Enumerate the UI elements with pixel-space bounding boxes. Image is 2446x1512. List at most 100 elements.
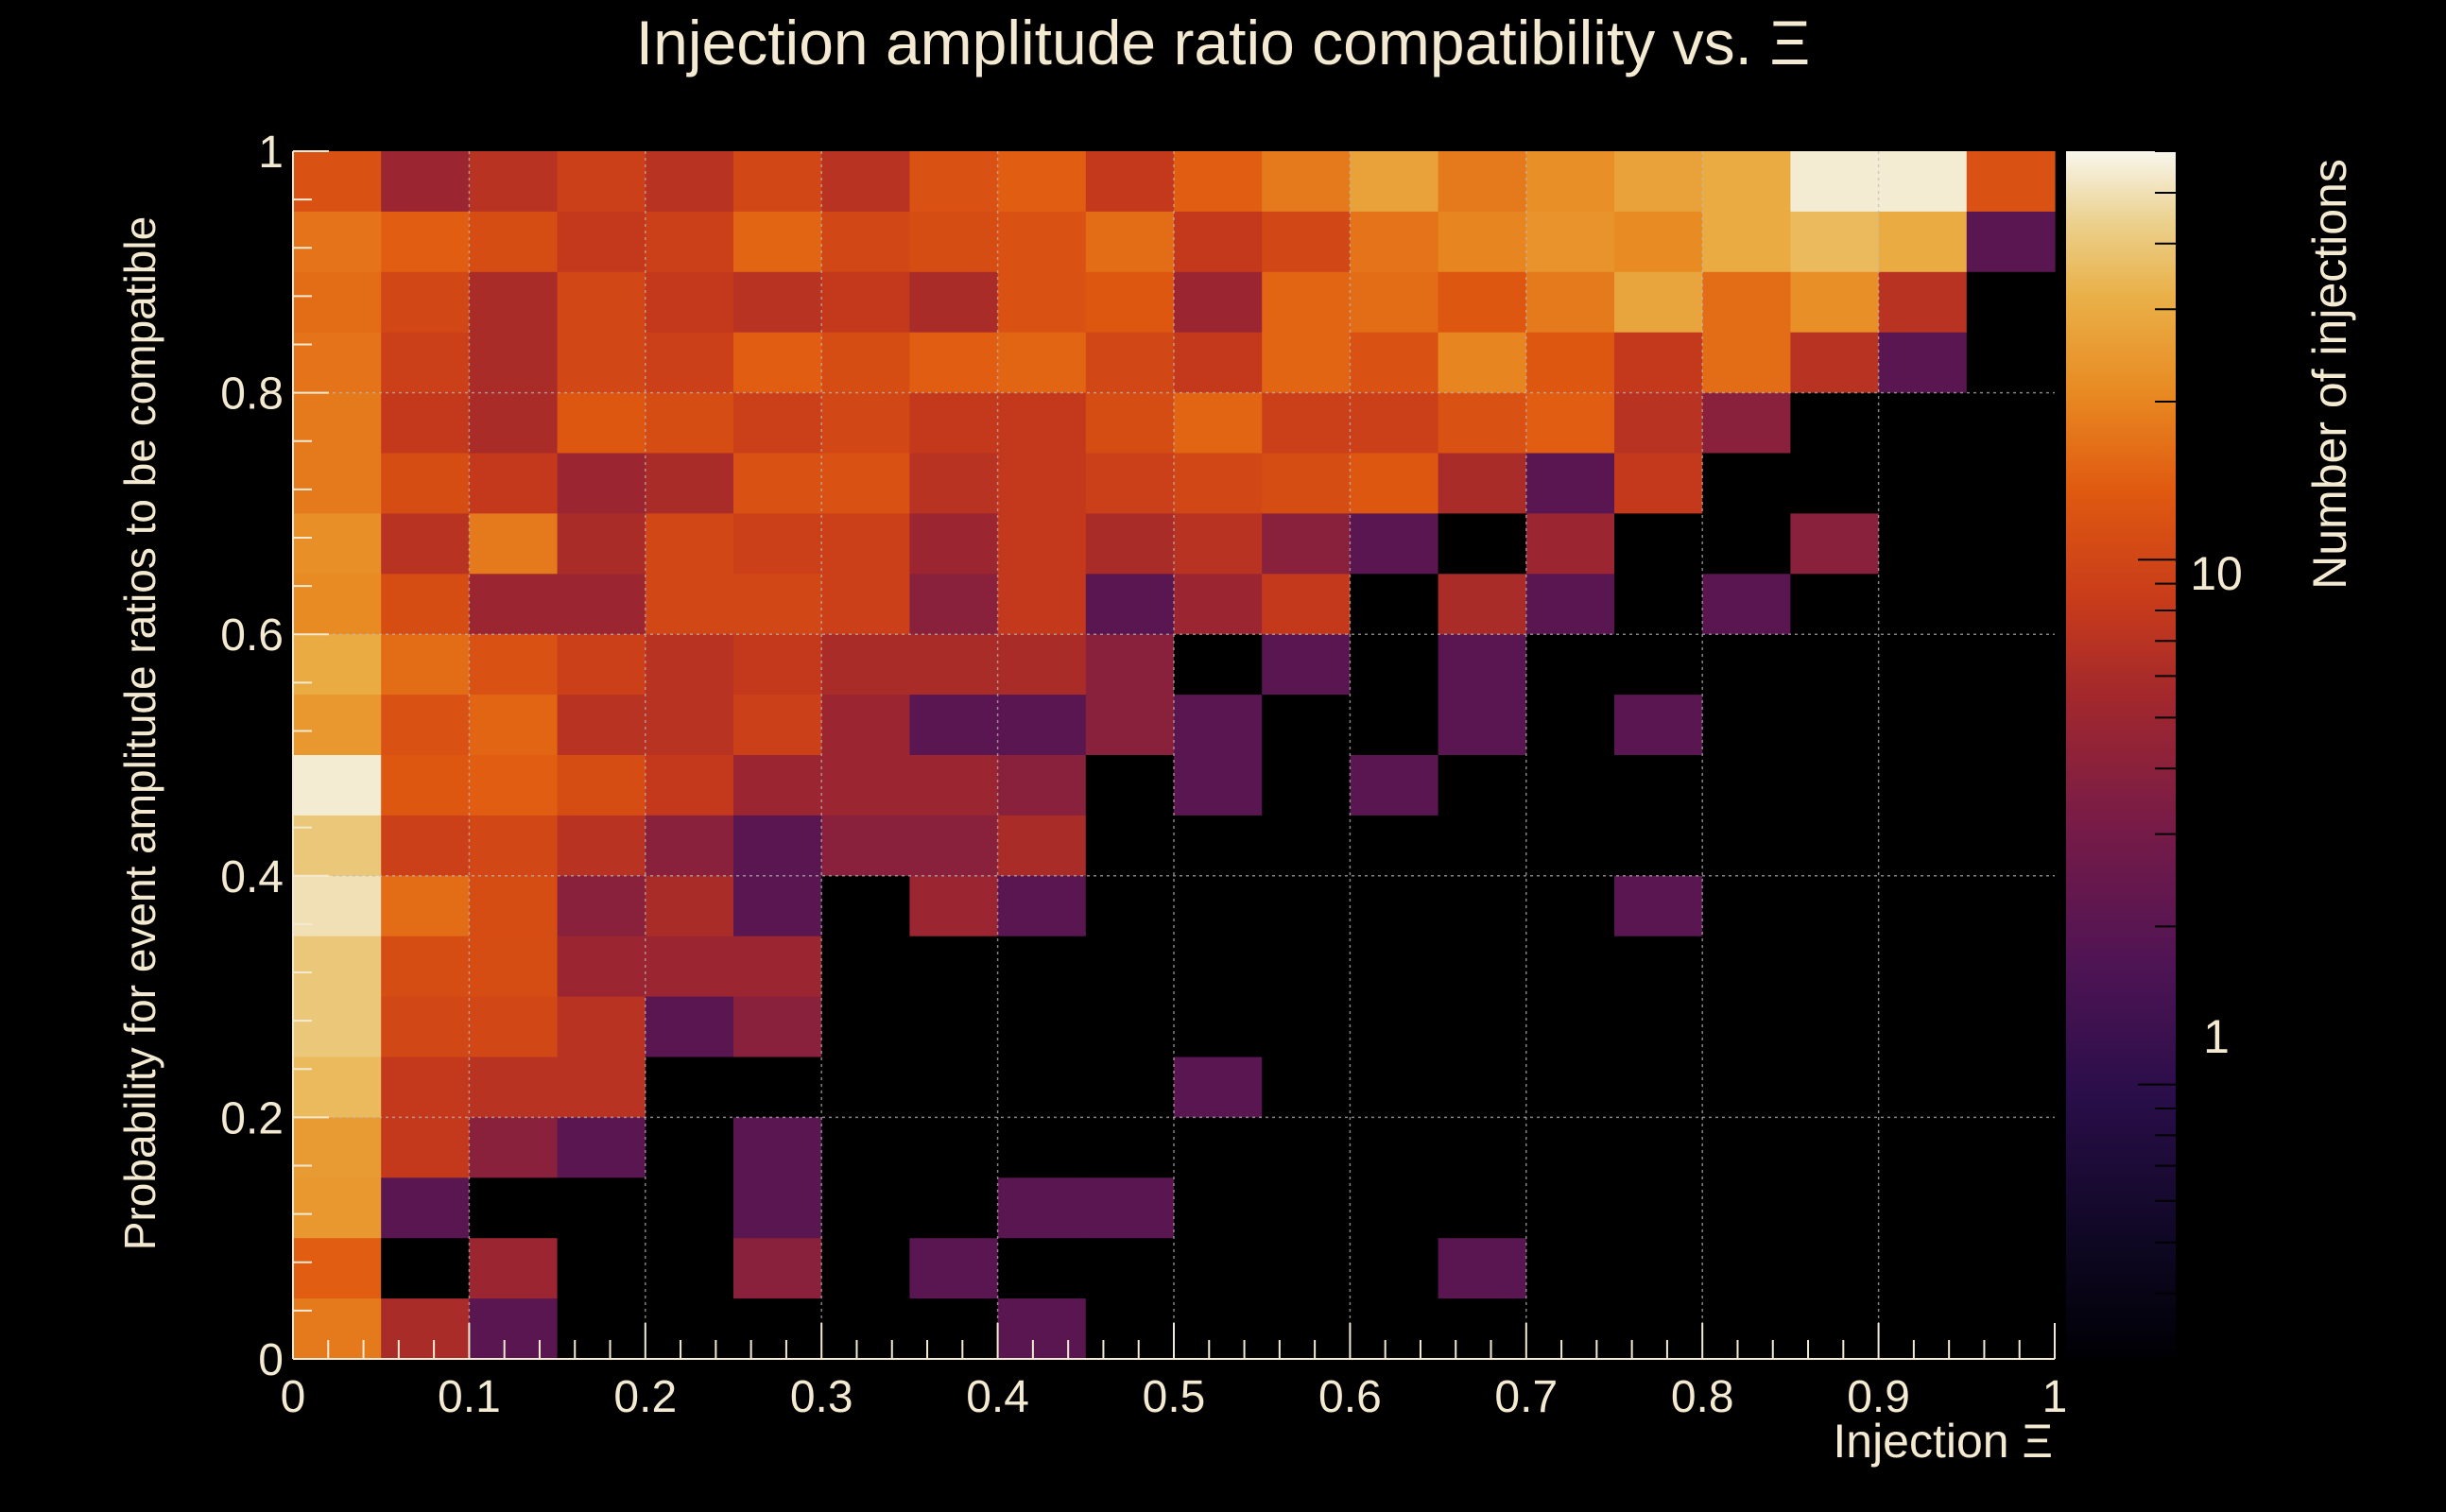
heatmap-cell xyxy=(909,1057,999,1118)
heatmap-cell xyxy=(1350,634,1439,696)
heatmap-cell xyxy=(557,271,646,334)
heatmap-cell xyxy=(645,936,734,998)
x-axis-label: Injection Ξ xyxy=(1833,1415,2053,1468)
heatmap-cell xyxy=(293,453,382,514)
x-tick-labels: 0 0.1 0.2 0.3 0.4 0.5 0.6 0.7 0.8 0.9 1 xyxy=(281,1372,2068,1422)
x-tick-label: 0.2 xyxy=(613,1372,677,1422)
heatmap-cell xyxy=(997,151,1087,213)
heatmap-cell xyxy=(381,695,470,756)
heatmap-cell xyxy=(909,1298,999,1360)
heatmap-cell xyxy=(645,875,734,937)
heatmap-cell xyxy=(293,151,382,213)
heatmap-cell xyxy=(1878,875,1968,937)
heatmap-cell xyxy=(645,1177,734,1239)
heatmap-cell xyxy=(821,211,910,273)
heatmap-cell xyxy=(381,1238,470,1299)
heatmap-cell xyxy=(1262,1177,1351,1239)
heatmap-cell xyxy=(1085,1298,1175,1360)
heatmap-cell xyxy=(909,211,999,273)
heatmap-cell xyxy=(1966,815,2056,877)
heatmap-cell xyxy=(821,1117,910,1178)
heatmap-cell xyxy=(1174,1177,1263,1239)
heatmap-cell xyxy=(1438,815,1527,877)
heatmap-cell xyxy=(1878,211,1968,273)
heatmap-cell xyxy=(997,211,1087,273)
heatmap-cell xyxy=(1350,755,1439,816)
heatmap-cell xyxy=(1614,1117,1703,1178)
heatmap-cell xyxy=(1438,634,1527,696)
heatmap-cell xyxy=(733,211,822,273)
heatmap-cell xyxy=(997,815,1087,877)
heatmap-cell xyxy=(997,332,1087,394)
heatmap-cell xyxy=(1350,936,1439,998)
heatmap-cell xyxy=(557,755,646,816)
heatmap-cell xyxy=(1878,695,1968,756)
heatmap-cell xyxy=(909,513,999,575)
heatmap-cell xyxy=(381,1298,470,1360)
heatmap-cell xyxy=(1174,815,1263,877)
x-tick-label: 0.3 xyxy=(790,1372,853,1422)
y-tick-label: 0 xyxy=(258,1335,284,1385)
x-tick-label: 0.9 xyxy=(1847,1372,1910,1422)
heatmap-cell xyxy=(645,211,734,273)
heatmap-cell xyxy=(469,1057,559,1118)
heatmap-cell xyxy=(1350,1117,1439,1178)
heatmap-cell xyxy=(1702,1298,1791,1360)
heatmap-cell xyxy=(1085,634,1175,696)
heatmap-cell xyxy=(1262,332,1351,394)
heatmap-cell xyxy=(1525,1298,1615,1360)
heatmap-cell xyxy=(1174,332,1263,394)
heatmap-cell xyxy=(1702,211,1791,273)
heatmap-cell xyxy=(1878,151,1968,213)
heatmap-cell xyxy=(733,1177,822,1239)
heatmap-cell xyxy=(557,332,646,394)
heatmap-cell xyxy=(733,271,822,334)
heatmap-cell xyxy=(997,1117,1087,1178)
heatmap-cell xyxy=(1966,151,2056,213)
heatmap-cell xyxy=(1174,271,1263,334)
heatmap-cell xyxy=(469,453,559,514)
heatmap-cell xyxy=(1525,634,1615,696)
heatmap-cell xyxy=(557,1298,646,1360)
heatmap-cell xyxy=(1966,936,2056,998)
heatmap-cell xyxy=(381,1117,470,1178)
heatmap-cell xyxy=(381,875,470,937)
heatmap-cell xyxy=(733,815,822,877)
heatmap-cell xyxy=(645,634,734,696)
heatmap-cell xyxy=(1174,1057,1263,1118)
heatmap-cell xyxy=(1525,513,1615,575)
heatmap-cell xyxy=(909,271,999,334)
heatmap-cell xyxy=(469,271,559,334)
heatmap-cell xyxy=(1614,453,1703,514)
heatmap-cell xyxy=(1262,271,1351,334)
heatmap-cell xyxy=(1525,815,1615,877)
heatmap-cell xyxy=(1350,996,1439,1058)
heatmap-cell xyxy=(909,151,999,213)
heatmap-cell xyxy=(1525,875,1615,937)
heatmap-cell xyxy=(1262,574,1351,635)
heatmap-cell xyxy=(1878,513,1968,575)
heatmap-cell xyxy=(1262,634,1351,696)
heatmap-cell xyxy=(469,695,559,756)
heatmap-cell xyxy=(997,755,1087,816)
heatmap-cell xyxy=(733,453,822,514)
heatmap-cell xyxy=(1702,936,1791,998)
heatmap-cell xyxy=(557,1177,646,1239)
heatmap-cell xyxy=(1702,332,1791,394)
heatmap-cell xyxy=(1525,332,1615,394)
heatmap-cell xyxy=(1174,996,1263,1058)
heatmap-cell xyxy=(645,1117,734,1178)
heatmap-cell xyxy=(1085,996,1175,1058)
heatmap-cell xyxy=(909,1238,999,1299)
heatmap-cell xyxy=(1878,996,1968,1058)
heatmap-cell xyxy=(645,755,734,816)
heatmap-cell xyxy=(381,392,470,455)
heatmap-cell xyxy=(469,211,559,273)
heatmap-cell xyxy=(909,453,999,514)
heatmap-cell xyxy=(1085,1057,1175,1118)
heatmap-cell xyxy=(293,574,382,635)
heatmap-cell xyxy=(1350,392,1439,455)
heatmap-cell xyxy=(1085,755,1175,816)
heatmap-cell xyxy=(1790,634,1880,696)
heatmap-cell xyxy=(1702,875,1791,937)
